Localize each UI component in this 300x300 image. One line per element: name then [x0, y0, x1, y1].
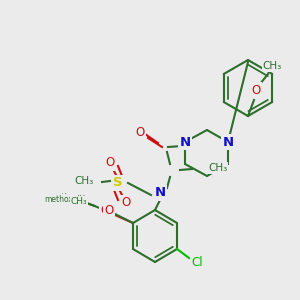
- Text: O: O: [105, 157, 115, 169]
- Text: O: O: [135, 127, 145, 140]
- Text: O: O: [251, 83, 261, 97]
- Text: CH₃: CH₃: [208, 163, 227, 173]
- Text: CH₃: CH₃: [262, 61, 282, 71]
- Text: O: O: [100, 203, 109, 217]
- Text: Cl: Cl: [191, 256, 203, 269]
- Text: O: O: [122, 196, 130, 209]
- Text: O: O: [104, 205, 114, 218]
- Text: CH₃: CH₃: [74, 176, 94, 186]
- Text: S: S: [113, 176, 123, 190]
- Text: N: N: [179, 136, 191, 148]
- Text: methoxy: methoxy: [44, 194, 78, 203]
- Text: methoxy: methoxy: [49, 193, 86, 202]
- Text: N: N: [154, 187, 166, 200]
- Text: CH₃: CH₃: [71, 196, 87, 206]
- Text: N: N: [222, 136, 234, 148]
